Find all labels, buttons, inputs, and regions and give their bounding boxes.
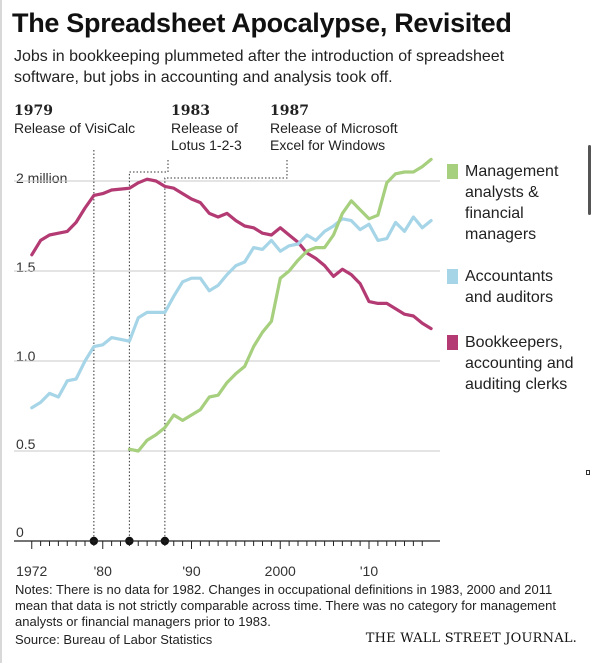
- event-label: Release of Lotus 1-2-3: [171, 120, 242, 153]
- x-tick-label: 2000: [265, 563, 296, 579]
- chart-source: Source: Bureau of Labor Statistics: [15, 632, 213, 647]
- chart-notes: Notes: There is no data for 1982. Change…: [15, 582, 556, 629]
- event-year: 1983: [171, 103, 210, 119]
- event-lotus: 1983 Release of Lotus 1-2-3: [171, 103, 242, 154]
- legend-swatch: [447, 164, 458, 179]
- x-tick-label: '80: [94, 563, 112, 579]
- chart-title: The Spreadsheet Apocalypse, Revisited: [12, 8, 512, 38]
- series-line-accountants: [30, 215, 433, 410]
- scrollbar[interactable]: [588, 145, 591, 215]
- event-label: Release of Microsoft Excel for Windows: [270, 120, 398, 153]
- legend-label: Bookkeepers, accounting and auditing cle…: [465, 334, 574, 393]
- series-line-bookkeepers: [30, 177, 433, 331]
- event-marker-line: [128, 160, 169, 541]
- x-tick-label: '90: [182, 563, 200, 579]
- y-tick-label-2m: 2 million: [16, 170, 68, 186]
- x-tick-label: 1972: [16, 563, 47, 579]
- event-excel: 1987 Release of Microsoft Excel for Wind…: [270, 103, 398, 154]
- publisher-logo: THE WALL STREET JOURNAL.: [365, 631, 577, 646]
- event-marker-line: [164, 160, 288, 541]
- cursor-marker: [586, 470, 590, 475]
- series-line-management: [127, 157, 433, 453]
- y-tick-label-0-5: 0.5: [16, 436, 36, 452]
- x-tick-label: '10: [360, 563, 378, 579]
- legend-label: Accountants and auditors: [465, 268, 554, 306]
- event-year: 1987: [270, 103, 309, 119]
- legend-swatch: [447, 269, 458, 284]
- event-label: Release of VisiCalc: [14, 120, 136, 136]
- y-tick-label-1-0: 1.0: [16, 348, 36, 364]
- chart-subtitle: Jobs in bookkeeping plummeted after the …: [14, 48, 505, 86]
- event-year: 1979: [14, 103, 53, 119]
- y-tick-label-0: 0: [16, 524, 24, 540]
- left-edge-border: [0, 0, 2, 663]
- legend-label: Management analysts & financial managers: [465, 163, 559, 243]
- event-visicalc: 1979 Release of VisiCalc: [14, 103, 135, 137]
- legend-swatch: [447, 335, 458, 350]
